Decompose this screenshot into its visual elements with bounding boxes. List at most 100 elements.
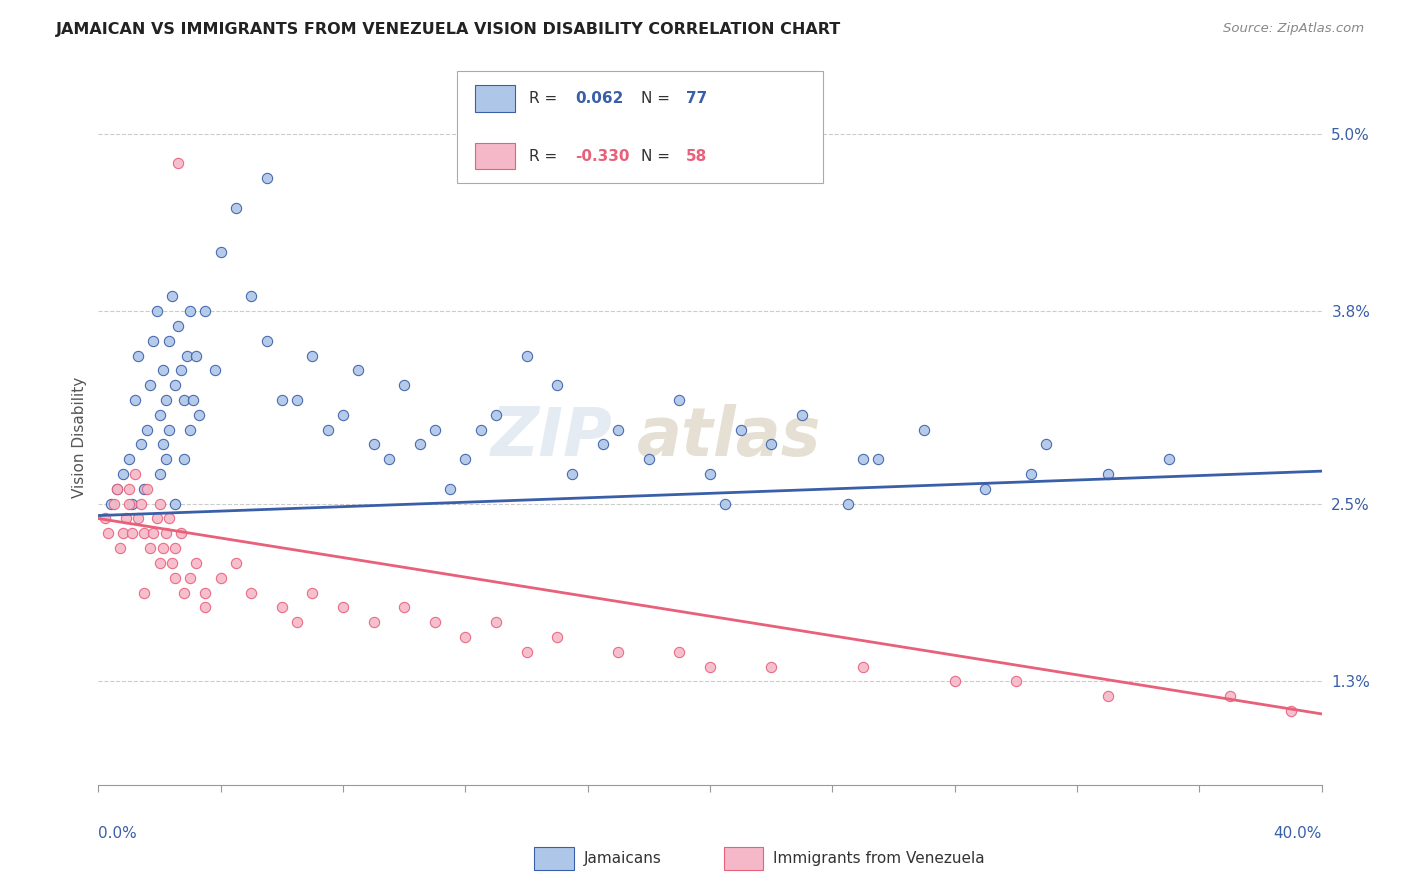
Point bbox=[209, 571, 232, 585]
Point bbox=[301, 349, 323, 363]
Point bbox=[561, 467, 583, 481]
Point bbox=[121, 497, 143, 511]
Point bbox=[1019, 467, 1042, 481]
Point bbox=[163, 541, 186, 555]
Text: Jamaicans: Jamaicans bbox=[583, 852, 661, 866]
Point bbox=[111, 467, 134, 481]
Text: 58: 58 bbox=[686, 149, 707, 163]
Point bbox=[912, 423, 935, 437]
Point bbox=[179, 304, 201, 318]
Point bbox=[157, 511, 180, 525]
Point bbox=[316, 423, 339, 437]
Point bbox=[152, 437, 174, 451]
Point bbox=[761, 437, 783, 451]
Point bbox=[163, 571, 186, 585]
Point bbox=[301, 585, 323, 599]
Text: Source: ZipAtlas.com: Source: ZipAtlas.com bbox=[1223, 22, 1364, 36]
Text: JAMAICAN VS IMMIGRANTS FROM VENEZUELA VISION DISABILITY CORRELATION CHART: JAMAICAN VS IMMIGRANTS FROM VENEZUELA VI… bbox=[56, 22, 841, 37]
Point bbox=[160, 289, 183, 303]
Point bbox=[516, 645, 538, 659]
Point bbox=[1157, 452, 1180, 467]
Point bbox=[332, 600, 354, 615]
Point bbox=[155, 393, 177, 408]
Point bbox=[136, 423, 159, 437]
Point bbox=[974, 482, 997, 496]
Text: R =: R = bbox=[529, 91, 562, 105]
Point bbox=[127, 511, 149, 525]
Point bbox=[167, 156, 190, 170]
Point bbox=[225, 556, 247, 570]
Point bbox=[546, 630, 568, 644]
Point bbox=[730, 423, 752, 437]
Point bbox=[1004, 674, 1026, 689]
Text: -0.330: -0.330 bbox=[575, 149, 630, 163]
Point bbox=[454, 452, 477, 467]
Point bbox=[149, 497, 172, 511]
Point bbox=[145, 511, 167, 525]
Point bbox=[194, 600, 217, 615]
Point bbox=[167, 319, 190, 334]
Point bbox=[470, 423, 492, 437]
Point bbox=[149, 556, 172, 570]
Point bbox=[97, 526, 120, 541]
Point bbox=[149, 408, 172, 422]
Point bbox=[93, 511, 115, 525]
Point bbox=[152, 363, 174, 377]
Point bbox=[392, 378, 416, 392]
Text: R =: R = bbox=[529, 149, 562, 163]
Point bbox=[115, 511, 138, 525]
Point bbox=[108, 541, 131, 555]
Point bbox=[129, 437, 152, 451]
Text: atlas: atlas bbox=[637, 404, 821, 470]
Point bbox=[270, 600, 294, 615]
Y-axis label: Vision Disability: Vision Disability bbox=[72, 376, 87, 498]
Point bbox=[111, 526, 134, 541]
Point bbox=[173, 452, 195, 467]
Point bbox=[155, 526, 177, 541]
Point bbox=[668, 645, 690, 659]
Point bbox=[1035, 437, 1057, 451]
Point bbox=[240, 289, 263, 303]
Point bbox=[105, 482, 128, 496]
Point bbox=[485, 615, 508, 629]
Point bbox=[170, 363, 193, 377]
Point bbox=[136, 482, 159, 496]
Point bbox=[209, 245, 232, 260]
Text: N =: N = bbox=[641, 91, 675, 105]
Point bbox=[363, 615, 385, 629]
Point bbox=[181, 393, 204, 408]
Point bbox=[134, 585, 156, 599]
Point bbox=[124, 393, 146, 408]
Point bbox=[129, 497, 152, 511]
Point bbox=[1097, 467, 1119, 481]
Point bbox=[1279, 704, 1302, 718]
Point bbox=[186, 556, 208, 570]
Point bbox=[378, 452, 401, 467]
Point bbox=[142, 334, 165, 348]
Point bbox=[157, 334, 180, 348]
Point bbox=[173, 585, 195, 599]
Point bbox=[124, 467, 146, 481]
Point bbox=[145, 304, 167, 318]
Point bbox=[105, 482, 128, 496]
Point bbox=[155, 452, 177, 467]
Point bbox=[142, 526, 165, 541]
Text: Immigrants from Venezuela: Immigrants from Venezuela bbox=[773, 852, 986, 866]
Point bbox=[607, 645, 630, 659]
Point bbox=[170, 526, 193, 541]
Point bbox=[100, 497, 122, 511]
Point bbox=[194, 304, 217, 318]
Point bbox=[240, 585, 263, 599]
Point bbox=[439, 482, 461, 496]
Point bbox=[163, 497, 186, 511]
Point bbox=[204, 363, 226, 377]
Point bbox=[392, 600, 416, 615]
Point bbox=[837, 497, 859, 511]
Point bbox=[668, 393, 690, 408]
Point bbox=[134, 526, 156, 541]
Point bbox=[637, 452, 661, 467]
Point bbox=[103, 497, 125, 511]
Text: 77: 77 bbox=[686, 91, 707, 105]
Point bbox=[423, 423, 446, 437]
Point bbox=[118, 497, 141, 511]
